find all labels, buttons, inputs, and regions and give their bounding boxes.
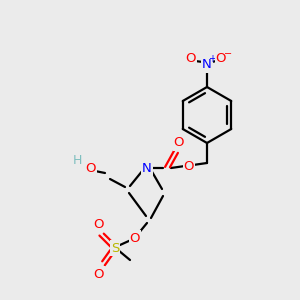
Text: S: S xyxy=(111,242,119,254)
Text: O: O xyxy=(184,160,194,172)
Text: O: O xyxy=(186,52,196,65)
Text: O: O xyxy=(130,232,140,244)
Text: N: N xyxy=(202,58,212,71)
Text: +: + xyxy=(208,54,216,64)
Text: O: O xyxy=(94,268,104,281)
Text: O: O xyxy=(86,163,96,176)
Text: −: − xyxy=(224,49,232,59)
Text: O: O xyxy=(94,218,104,230)
Text: O: O xyxy=(216,52,226,65)
Text: O: O xyxy=(174,136,184,149)
Text: H: H xyxy=(72,154,82,167)
Text: N: N xyxy=(142,161,152,175)
